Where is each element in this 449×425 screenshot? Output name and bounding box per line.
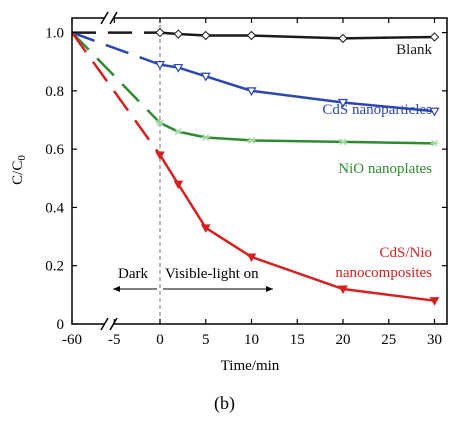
series-label: CdS nanoparticles xyxy=(322,102,432,118)
x-tick-label: -5 xyxy=(108,332,121,348)
data-point xyxy=(155,151,165,160)
series-line xyxy=(158,154,435,302)
figure-caption: (b) xyxy=(214,393,235,413)
chart: Blank CdS nanoparticles NiO nanoplates CdS/… xyxy=(10,11,448,374)
data-point xyxy=(201,30,211,41)
data-point xyxy=(173,63,184,73)
data-point xyxy=(156,119,164,127)
x-tick-label: -60 xyxy=(62,332,82,348)
data-point-stroke xyxy=(202,133,210,141)
series-line-dark xyxy=(71,31,161,66)
data-point-stroke xyxy=(248,136,255,144)
x-tick-label: 5 xyxy=(202,332,210,348)
x-tick-label: 0 xyxy=(156,332,164,348)
data-point xyxy=(247,136,256,144)
series-label: Blank xyxy=(396,42,432,58)
data-point xyxy=(246,30,257,41)
data-point xyxy=(174,128,183,136)
annotation-light: Visible-light on xyxy=(165,266,259,282)
y-axis-title: C/C0 xyxy=(10,155,28,185)
plot-frame xyxy=(71,17,448,325)
data-point xyxy=(246,253,257,262)
series-line-dark xyxy=(70,31,162,156)
data-point xyxy=(429,107,440,117)
y-tick-label: 0 xyxy=(57,317,65,333)
data-point xyxy=(154,61,166,70)
data-point xyxy=(155,27,165,38)
data-point-stroke xyxy=(431,139,438,147)
series-label: NiO nanoplates xyxy=(338,161,432,177)
axis-break-slash-bottom xyxy=(100,317,109,331)
series-line-dark xyxy=(71,31,161,124)
x-tick-label: 25 xyxy=(381,332,396,348)
y-tick-label: 0.2 xyxy=(45,259,64,275)
x-tick-label: 10 xyxy=(244,332,259,348)
data-point xyxy=(173,29,184,39)
data-point-stroke xyxy=(339,138,347,146)
annotation-dark: Dark xyxy=(118,266,148,282)
axis-break-slash-top xyxy=(100,11,109,25)
axis-break-gap-top xyxy=(104,14,114,22)
data-point xyxy=(339,138,347,146)
y-tick-label: 1.0 xyxy=(45,26,64,42)
series-line xyxy=(159,121,435,145)
axis-break-gap-bottom xyxy=(104,320,114,328)
data-point xyxy=(429,32,440,42)
arrowhead-light xyxy=(266,286,273,292)
data-point xyxy=(201,133,210,141)
axis-break-slash-bottom xyxy=(109,317,118,331)
data-point xyxy=(200,224,211,233)
y-tick-label: 0.8 xyxy=(45,84,64,100)
x-tick-label: 15 xyxy=(290,332,305,348)
data-point xyxy=(246,87,257,97)
y-tick-label: 0.6 xyxy=(45,142,64,158)
data-point-stroke xyxy=(174,128,182,136)
y-tick-label: 0.4 xyxy=(45,200,64,216)
data-point xyxy=(337,98,349,108)
data-point xyxy=(430,139,439,147)
x-tick-label: 20 xyxy=(336,332,351,348)
arrowhead-dark xyxy=(113,286,120,292)
data-point xyxy=(338,285,348,295)
data-point-stroke xyxy=(156,119,164,127)
x-axis-title: Time/min xyxy=(221,358,280,374)
data-point xyxy=(200,72,211,82)
data-point xyxy=(429,297,440,306)
data-point xyxy=(173,180,184,190)
x-tick-label: 30 xyxy=(427,332,442,348)
axis-break-slash-top xyxy=(109,11,118,25)
data-point xyxy=(338,33,348,44)
series-label: CdS/Nio nanocomposites xyxy=(335,245,432,281)
